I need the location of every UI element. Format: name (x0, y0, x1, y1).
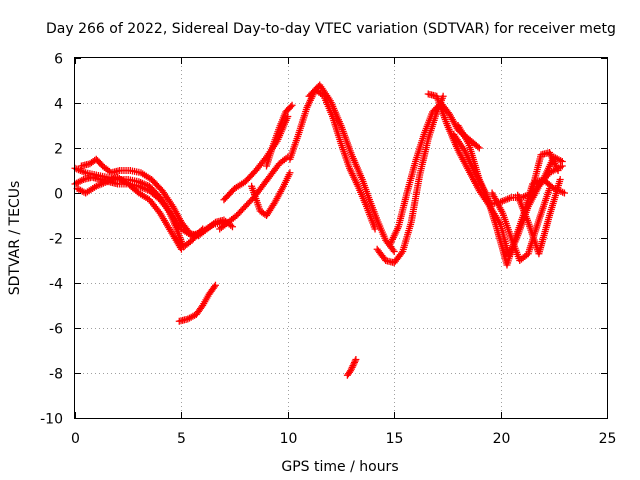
data-point (397, 249, 405, 257)
x-tick-label: 10 (280, 431, 298, 447)
y-tick-label: -6 (49, 322, 63, 338)
data-point (350, 360, 358, 368)
x-tick-label: 20 (493, 431, 511, 447)
data-point (474, 143, 482, 151)
y-tick-label: -10 (40, 412, 63, 428)
data-point (351, 357, 359, 365)
axis-ticks: 0 5 10 15 20 25 -10 -8 -6 -4 -2 0 2 4 6 (40, 52, 616, 448)
data-point (210, 283, 218, 291)
data-point (288, 101, 296, 109)
y-tick-label: 2 (54, 142, 63, 158)
x-axis-title: GPS time / hours (281, 459, 398, 475)
data-point (546, 185, 554, 192)
data-point (287, 103, 295, 111)
data-points (71, 81, 568, 379)
y-tick-label: 6 (54, 52, 63, 68)
data-point (439, 92, 447, 100)
plot-frame (74, 57, 608, 419)
data-point (554, 167, 562, 174)
data-point (350, 359, 358, 366)
data-point (286, 169, 294, 177)
data-point (390, 248, 398, 255)
y-tick-label: -8 (49, 367, 63, 383)
data-point (560, 189, 568, 197)
y-tick-label: -2 (49, 232, 63, 248)
data-point (558, 158, 566, 165)
data-point (177, 245, 185, 253)
y-tick-label: -4 (49, 277, 63, 293)
data-point (475, 144, 483, 152)
x-tick-label: 5 (177, 431, 186, 447)
x-tick-label: 25 (599, 431, 617, 447)
y-tick-label: 4 (54, 97, 63, 113)
x-tick-label: 15 (386, 431, 404, 447)
data-point (556, 176, 564, 183)
y-axis-title: SDTVAR / TECUs (7, 181, 23, 296)
data-point (389, 246, 397, 254)
data-point (211, 281, 219, 289)
chart-title: Day 266 of 2022, Sidereal Day-to-day VTE… (46, 21, 616, 37)
data-point (352, 356, 360, 363)
x-tick-label: 0 (71, 431, 80, 447)
data-point (228, 223, 236, 231)
data-point (371, 225, 379, 233)
y-tick-label: 0 (54, 187, 63, 203)
